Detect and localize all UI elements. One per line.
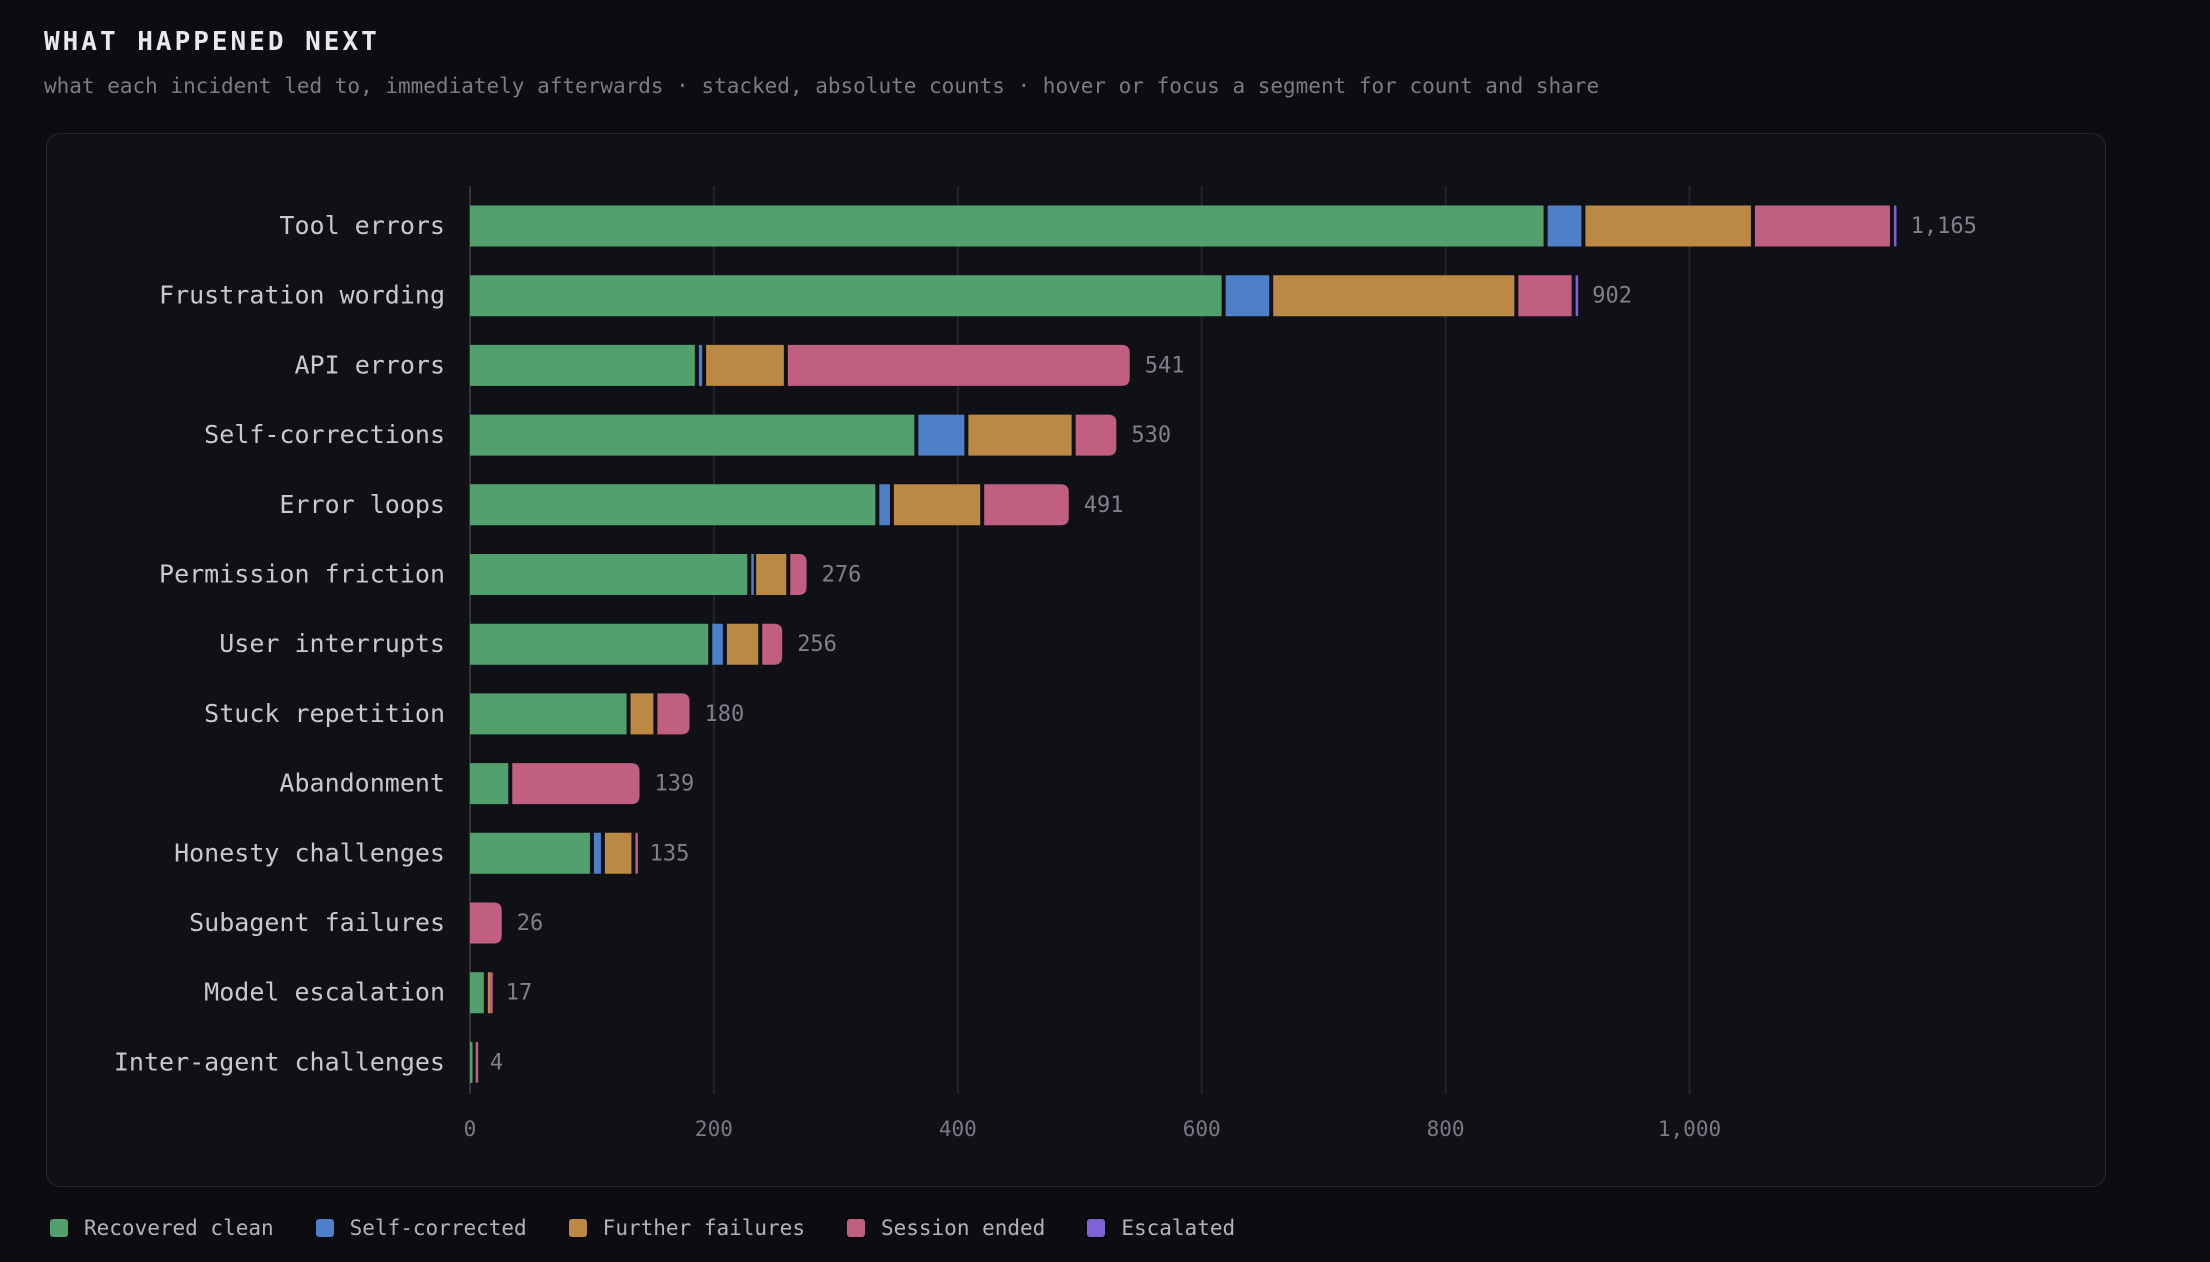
bar-segment [630,693,654,735]
bar-segment [762,623,783,665]
total-label: 139 [655,772,695,797]
category-label: Subagent failures [189,908,445,937]
bar-segment [698,344,703,386]
x-tick-label: 0 [464,1117,477,1141]
bar-segment [470,554,748,595]
bar-segment [470,763,509,805]
chart-legend: Recovered clean Self-corrected Further fai… [50,1216,1277,1240]
category-label: Self-corrections [204,420,445,449]
legend-swatch [568,1219,587,1237]
legend-swatch [1087,1219,1106,1237]
legend-label: Escalated [1121,1216,1236,1240]
bar-segment [487,972,491,1014]
total-label: 135 [650,841,690,866]
legend-item: Self-corrected [315,1216,527,1240]
bar-segment [1547,205,1582,247]
bar-segment [893,484,981,526]
total-label: 26 [517,911,544,936]
bar-segment [1518,275,1572,317]
bar-segment [470,902,502,944]
bar-segment [490,972,493,1014]
total-label: 4 [490,1050,503,1075]
bar-segment [1893,205,1897,247]
bar-segment [968,414,1072,456]
bar-segment [712,623,723,665]
category-label: Model escalation [204,978,445,1007]
bar-segment [706,344,784,386]
total-label: 530 [1131,423,1171,448]
category-label: Honesty challenges [174,838,445,867]
bar-segment [879,484,890,526]
category-label: Stuck repetition [204,699,445,728]
bar-segment [470,972,484,1014]
bar-segment [751,554,754,595]
bar-segment [1575,275,1579,317]
category-label: Permission friction [159,560,445,589]
legend-swatch [315,1219,334,1237]
legend-item: Session ended [846,1216,1046,1240]
legend-item: Recovered clean [50,1216,274,1240]
bar-segment [1225,275,1270,317]
x-tick-label: 800 [1427,1117,1465,1141]
bar-segment [470,275,1222,317]
total-label: 491 [1084,493,1124,518]
bar-segment [604,832,632,874]
bar-segment [470,832,590,874]
chart-subtitle: what each incident led to, immediately a… [44,74,1600,98]
bar-segment [475,1041,479,1083]
legend-swatch [50,1219,68,1237]
chart-panel: 0 200 400 600 800 1,000 Tool errors 1,165 Frustr… [46,133,2106,1187]
bar-segment [470,344,695,386]
category-label: API errors [294,350,445,379]
category-label: User interrupts [219,629,445,658]
bar-segment [657,693,690,735]
category-label: Inter-agent challenges [114,1047,445,1076]
bar-segment [918,414,965,456]
total-label: 17 [506,981,533,1006]
category-label: Error loops [279,490,445,519]
total-label: 541 [1145,353,1185,378]
legend-item: Further failures [568,1216,805,1240]
legend-swatch [846,1219,865,1237]
bar-segment [470,1041,473,1083]
x-tick-label: 1,000 [1658,1117,1721,1141]
bar-segment [470,205,1544,247]
bar-segment [787,344,1130,386]
bar-segment [593,832,601,874]
x-tick-label: 400 [939,1117,977,1141]
legend-label: Recovered clean [84,1216,274,1240]
category-label: Abandonment [279,769,445,798]
x-tick-label: 600 [1183,1117,1221,1141]
x-tick-label: 200 [695,1117,733,1141]
legend-item: Escalated [1087,1216,1235,1240]
bar-segment [756,554,787,595]
bar-segment [984,484,1069,526]
stacked-bar-chart: 0 200 400 600 800 1,000 Tool errors 1,165 Frustr… [114,186,1977,1141]
bar-segment [470,693,627,735]
total-label: 1,165 [1911,214,1977,239]
legend-label: Further failures [602,1216,805,1240]
bar-segment [470,484,876,526]
legend-label: Session ended [880,1216,1046,1240]
bar-segment [1273,275,1515,317]
bar-segment [1754,205,1890,247]
bar-segment [726,623,759,665]
total-label: 902 [1592,284,1632,309]
bar-segment [1075,414,1117,456]
legend-label: Self-corrected [349,1216,527,1240]
total-label: 256 [797,632,837,657]
total-label: 180 [705,702,745,727]
bar-segment [635,832,638,874]
bar-segment [512,763,640,805]
bar-segment [1585,205,1751,247]
bar-segment [470,623,709,665]
bar-segment [470,414,915,456]
bar-segment [790,554,807,595]
chart-title: WHAT HAPPENED NEXT [44,27,380,57]
category-label: Tool errors [279,211,445,240]
category-label: Frustration wording [159,281,445,310]
total-label: 276 [822,563,862,588]
